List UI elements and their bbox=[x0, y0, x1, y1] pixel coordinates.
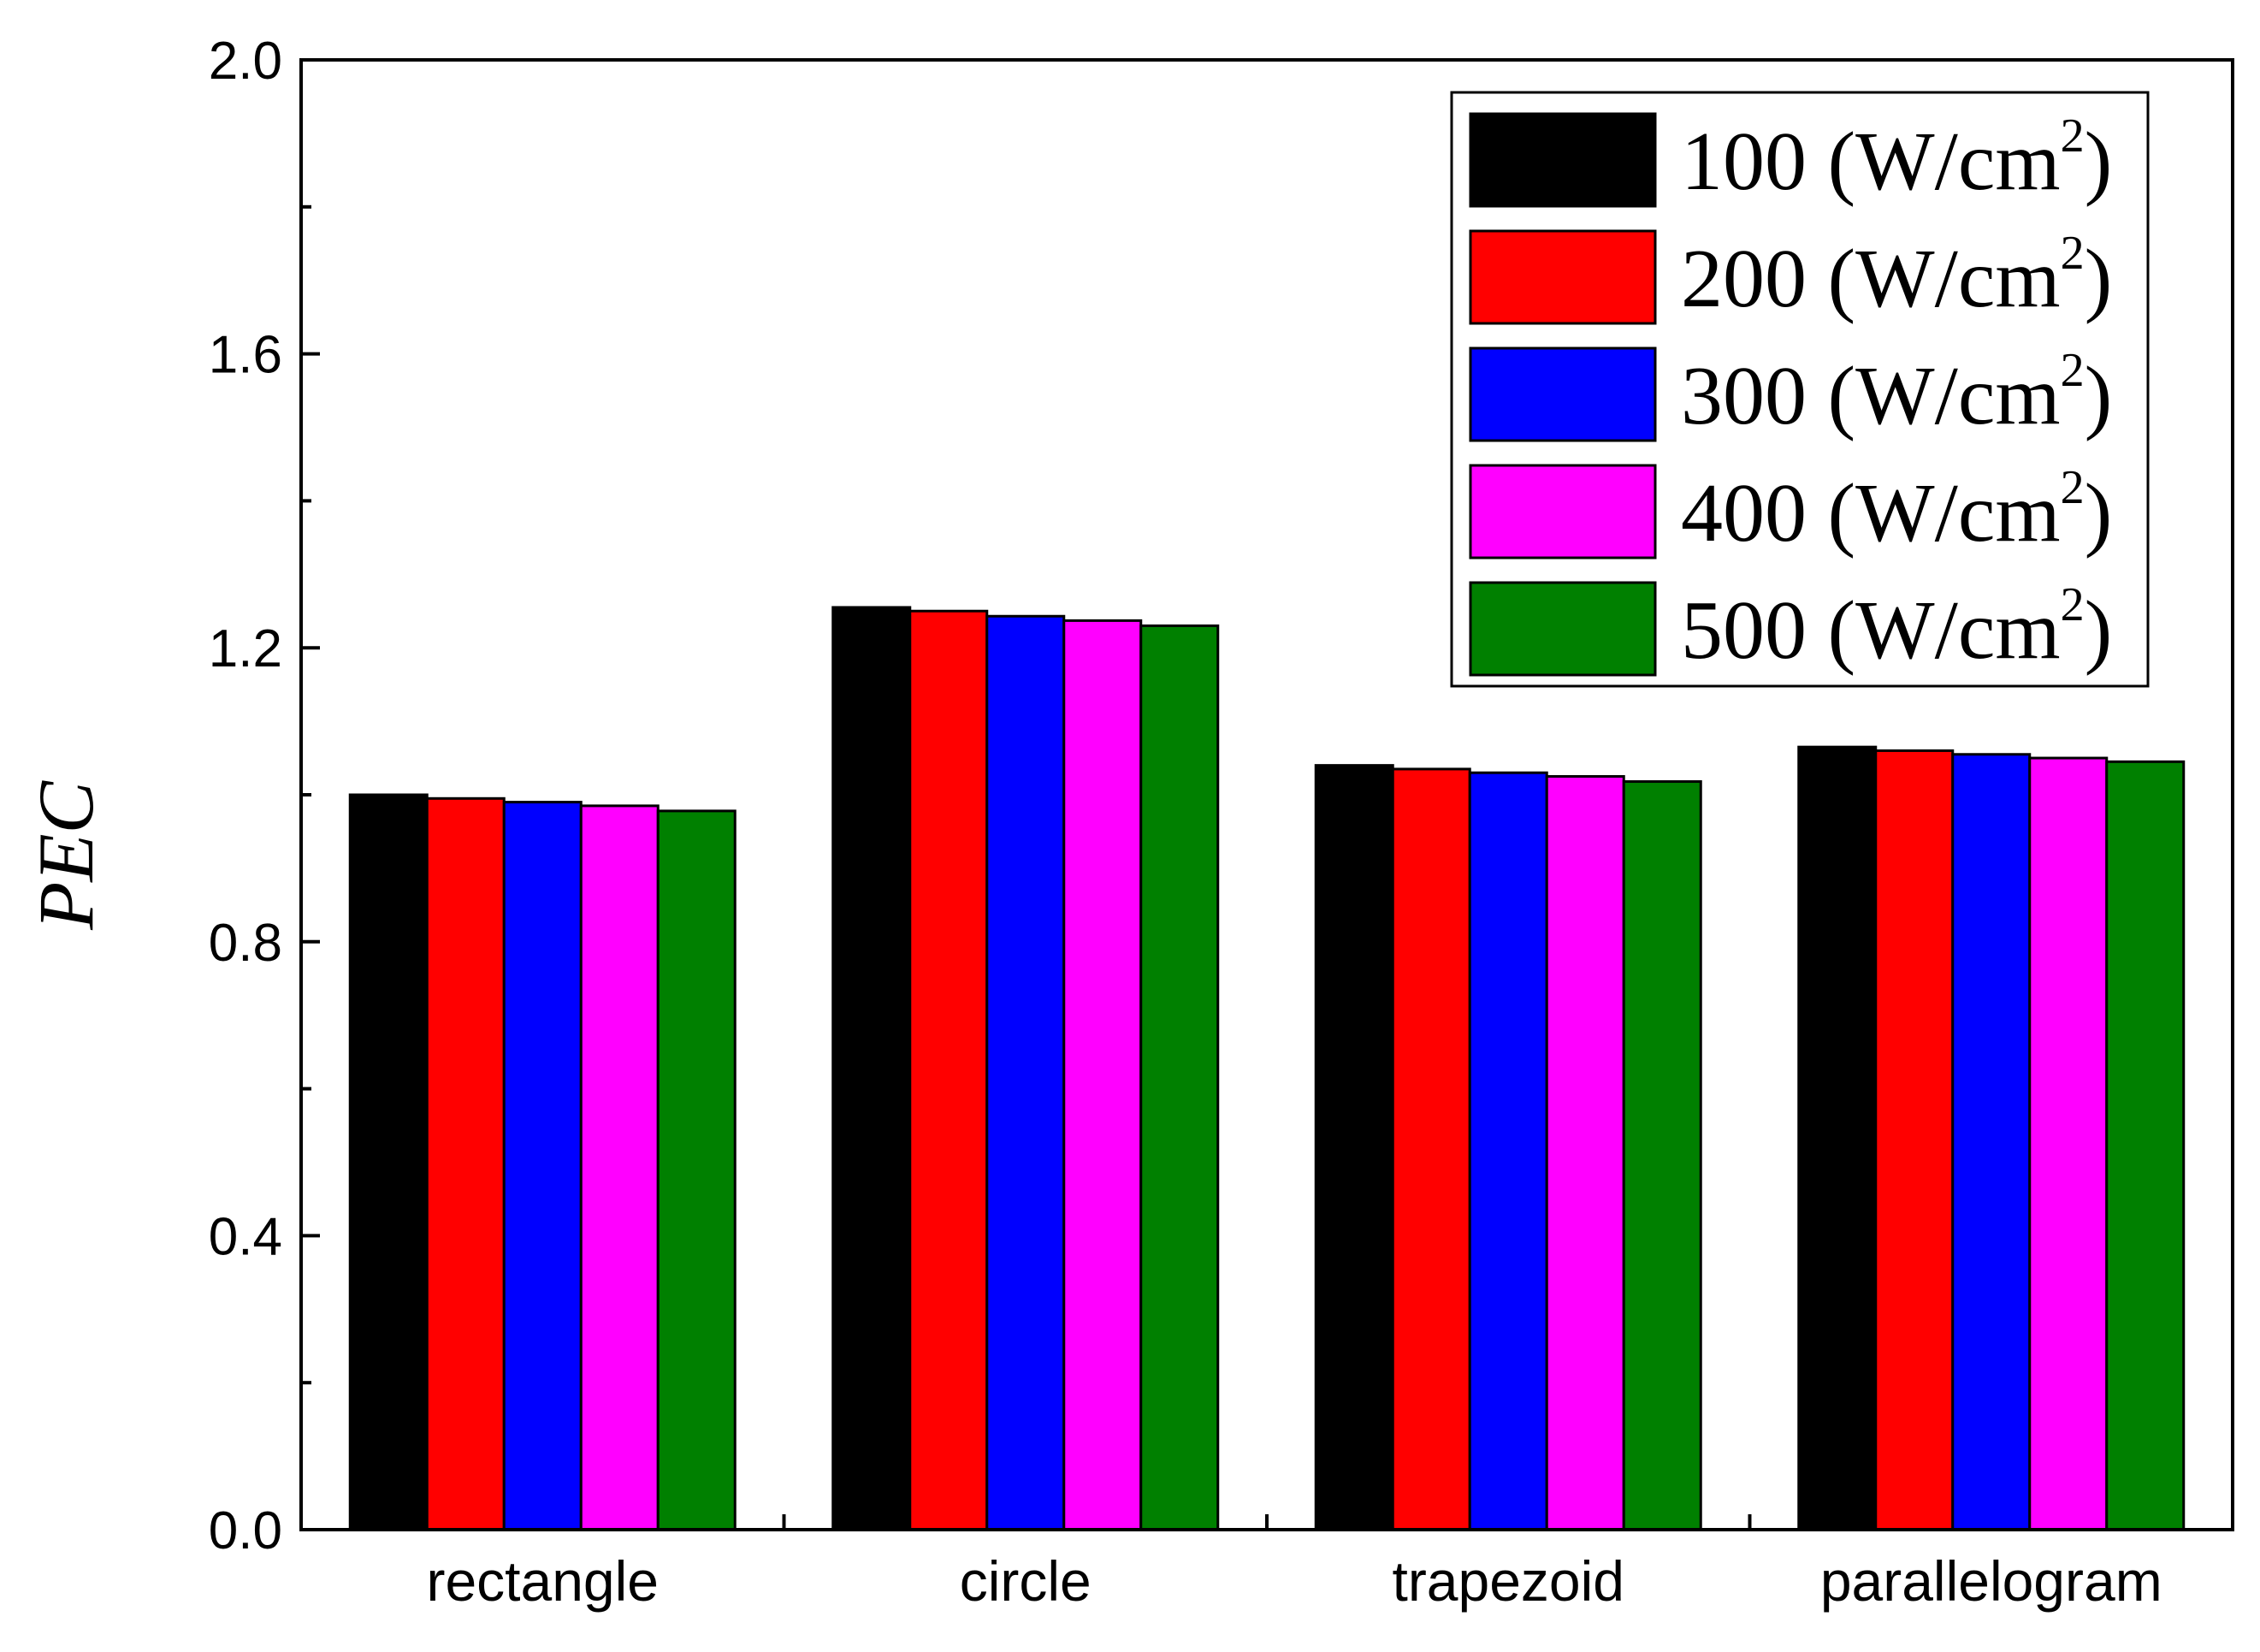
legend-label-series-3: 300 (W/cm2) bbox=[1681, 344, 2112, 442]
bar-parallelogram-series-2 bbox=[1874, 749, 1955, 1531]
bar-trapezoid-series-5 bbox=[1622, 780, 1702, 1531]
bar-circle-series-5 bbox=[1139, 624, 1220, 1531]
bars-group bbox=[348, 606, 2186, 1531]
x-category-label-parallelogram: parallelogram bbox=[1820, 1549, 2162, 1613]
y-tick-label: 1.2 bbox=[209, 619, 282, 678]
y-tick-label: 2.0 bbox=[209, 32, 282, 91]
legend-swatch-series-4 bbox=[1469, 464, 1657, 560]
bar-circle-series-4 bbox=[1062, 619, 1143, 1531]
legend-swatch-series-1 bbox=[1469, 112, 1657, 208]
bar-trapezoid-series-4 bbox=[1545, 775, 1625, 1531]
x-category-label-rectangle: rectangle bbox=[426, 1549, 659, 1613]
bar-parallelogram-series-1 bbox=[1797, 745, 1878, 1531]
bar-circle-series-1 bbox=[831, 606, 912, 1531]
bar-trapezoid-series-2 bbox=[1391, 767, 1471, 1531]
legend-label-series-5: 500 (W/cm2) bbox=[1681, 578, 2112, 677]
bar-rectangle-series-1 bbox=[348, 793, 429, 1531]
y-tick-label: 1.6 bbox=[209, 326, 282, 385]
legend-label-series-4: 400 (W/cm2) bbox=[1681, 461, 2112, 560]
legend-label-series-1: 100 (W/cm2) bbox=[1681, 110, 2112, 208]
bar-rectangle-series-4 bbox=[579, 804, 660, 1531]
bar-parallelogram-series-5 bbox=[2105, 760, 2186, 1531]
axes-group: 0.0 0.4 0.8 1.2 1.6 2.0 rectangle circle trapezo… bbox=[209, 32, 2234, 1613]
x-category-label-circle: circle bbox=[960, 1549, 1092, 1613]
legend-swatch-series-5 bbox=[1469, 581, 1657, 677]
bar-trapezoid-series-3 bbox=[1468, 771, 1548, 1531]
bar-rectangle-series-2 bbox=[425, 796, 506, 1531]
y-tick-label: 0.0 bbox=[209, 1501, 282, 1560]
bar-parallelogram-series-3 bbox=[1951, 753, 2032, 1531]
bar-rectangle-series-5 bbox=[656, 809, 737, 1531]
legend: 100 (W/cm2) 200 (W/cm2) 300 (W/cm2) 400 (W/… bbox=[1450, 91, 2150, 688]
x-category-label-trapezoid: trapezoid bbox=[1392, 1549, 1624, 1613]
bar-circle-series-3 bbox=[985, 614, 1066, 1531]
bar-trapezoid-series-1 bbox=[1314, 764, 1394, 1531]
bar-parallelogram-series-4 bbox=[2028, 756, 2109, 1531]
legend-label-series-2: 200 (W/cm2) bbox=[1681, 227, 2112, 325]
legend-swatch-series-3 bbox=[1469, 346, 1657, 442]
bar-circle-series-2 bbox=[908, 609, 989, 1531]
bar-rectangle-series-3 bbox=[502, 801, 583, 1531]
legend-swatch-series-2 bbox=[1469, 229, 1657, 325]
y-tick-label: 0.8 bbox=[209, 914, 282, 973]
y-tick-label: 0.4 bbox=[209, 1207, 282, 1266]
y-axis-label: PEC bbox=[22, 779, 109, 930]
